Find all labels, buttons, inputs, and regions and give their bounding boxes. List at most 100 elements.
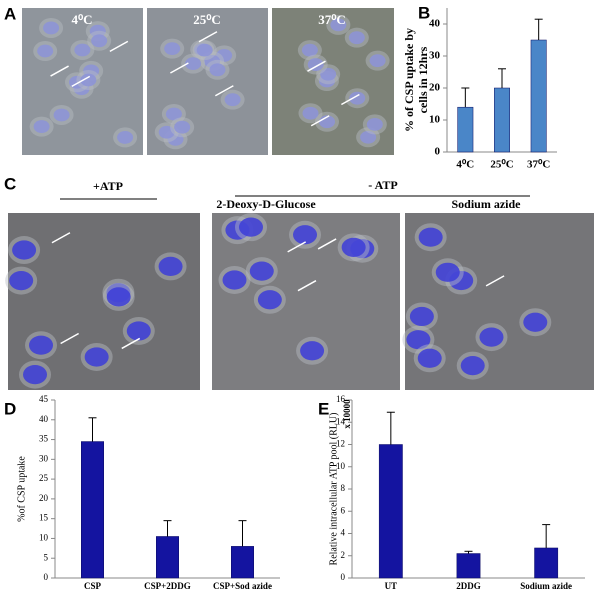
y-axis-label: % of CSP uptake by	[402, 28, 416, 132]
nucleus	[320, 67, 337, 81]
arrow	[287, 241, 307, 253]
nucleus	[435, 262, 460, 282]
panel-label: E	[318, 399, 329, 418]
y-tick-label: 14	[336, 416, 346, 426]
nucleus	[257, 290, 282, 310]
nucleus	[301, 43, 318, 57]
y-tick-label: 10	[429, 114, 441, 126]
image-label: 25⁰C	[193, 12, 221, 27]
y-tick-label: 4	[341, 528, 346, 538]
image-label: 4⁰C	[71, 12, 92, 27]
nucleus	[74, 43, 91, 57]
panel-label: B	[418, 3, 430, 22]
nucleus	[126, 321, 151, 341]
arrow	[60, 332, 79, 345]
panel-label: C	[4, 174, 16, 193]
nucleus	[366, 117, 383, 131]
nucleus	[216, 49, 233, 62]
nucleus	[238, 217, 263, 237]
y-tick-label: 45	[39, 394, 49, 404]
arrow	[307, 60, 326, 72]
arrow	[310, 115, 330, 127]
y-tick-label: 0	[435, 146, 441, 158]
nucleus	[164, 42, 181, 56]
nucleus	[117, 131, 134, 144]
x-tick-label: 4⁰C	[456, 159, 474, 171]
nucleus	[369, 54, 386, 68]
bar	[494, 87, 510, 153]
bar	[81, 441, 104, 579]
bar	[231, 546, 254, 579]
y-axis-label: cells in 12hrs	[416, 46, 430, 113]
y-tick-label: 20	[39, 493, 49, 503]
y-tick-label: 35	[39, 434, 49, 444]
arrow	[341, 93, 360, 106]
y-tick-label: 10	[336, 461, 346, 471]
nucleus	[409, 306, 434, 327]
arrow	[170, 62, 189, 74]
x-tick-label: CSP	[84, 581, 102, 591]
y-tick-label: 6	[341, 505, 346, 515]
y-axis-label: %of CSP uptake	[16, 456, 27, 522]
arrow	[214, 85, 234, 97]
arrow	[485, 275, 505, 287]
nucleus	[523, 312, 548, 332]
y-tick-label: 20	[429, 82, 441, 94]
nucleus	[330, 18, 347, 32]
nucleus	[417, 348, 442, 368]
y-tick-label: 15	[39, 513, 49, 523]
x-tick-label: 25⁰C	[490, 159, 513, 171]
nucleus	[406, 330, 431, 350]
arrow	[317, 238, 337, 250]
panel-label: A	[4, 4, 16, 23]
arrow	[109, 40, 129, 53]
y-tick-label: 30	[39, 453, 49, 463]
condition-label: Sodium azide	[451, 197, 521, 211]
y-tick-label: 40	[429, 18, 441, 30]
nucleus	[84, 347, 109, 367]
nucleus	[33, 120, 50, 133]
panel-label: D	[4, 399, 16, 418]
nucleus	[12, 240, 37, 260]
image-label: 37⁰C	[318, 12, 346, 27]
condition-label: 2-Deoxy-D-Glucose	[216, 197, 316, 211]
condition-label: - ATP	[368, 178, 397, 192]
y-tick-label: 0	[341, 572, 346, 582]
y-tick-label: 12	[336, 439, 345, 449]
nucleus	[307, 58, 324, 71]
y-tick-label: 30	[429, 50, 441, 62]
micrographs	[5, 8, 594, 390]
x-tick-label: UT	[385, 581, 398, 591]
nucleus	[43, 21, 60, 35]
x-tick-label: 37⁰C	[527, 159, 550, 171]
condition-label: +ATP	[93, 179, 123, 193]
arrow	[297, 280, 317, 292]
arrow	[198, 31, 218, 43]
nucleus	[53, 108, 70, 122]
nucleus	[9, 271, 34, 291]
nucleus	[89, 24, 106, 38]
nucleus	[23, 364, 48, 385]
nucleus	[460, 356, 485, 376]
nucleus	[165, 107, 182, 121]
nucleus	[349, 91, 366, 105]
x-tick-label: CSP+2DDG	[144, 581, 191, 591]
nucleus	[158, 125, 175, 139]
nucleus	[348, 31, 365, 45]
y-tick-label: 25	[39, 473, 49, 483]
nucleus	[158, 256, 183, 277]
nucleus	[106, 287, 131, 307]
y-axis-label: Relative intracellular ATP pool (RLU)	[328, 413, 339, 566]
arrow	[71, 75, 91, 88]
nucleus	[174, 120, 191, 134]
bar	[156, 536, 179, 579]
nucleus	[249, 261, 274, 281]
bar	[530, 39, 547, 153]
y-tick-label: 5	[44, 552, 49, 562]
nucleus	[302, 106, 319, 120]
nucleus	[29, 335, 54, 355]
nucleus	[293, 225, 318, 245]
annotation: x 10000	[342, 399, 352, 429]
